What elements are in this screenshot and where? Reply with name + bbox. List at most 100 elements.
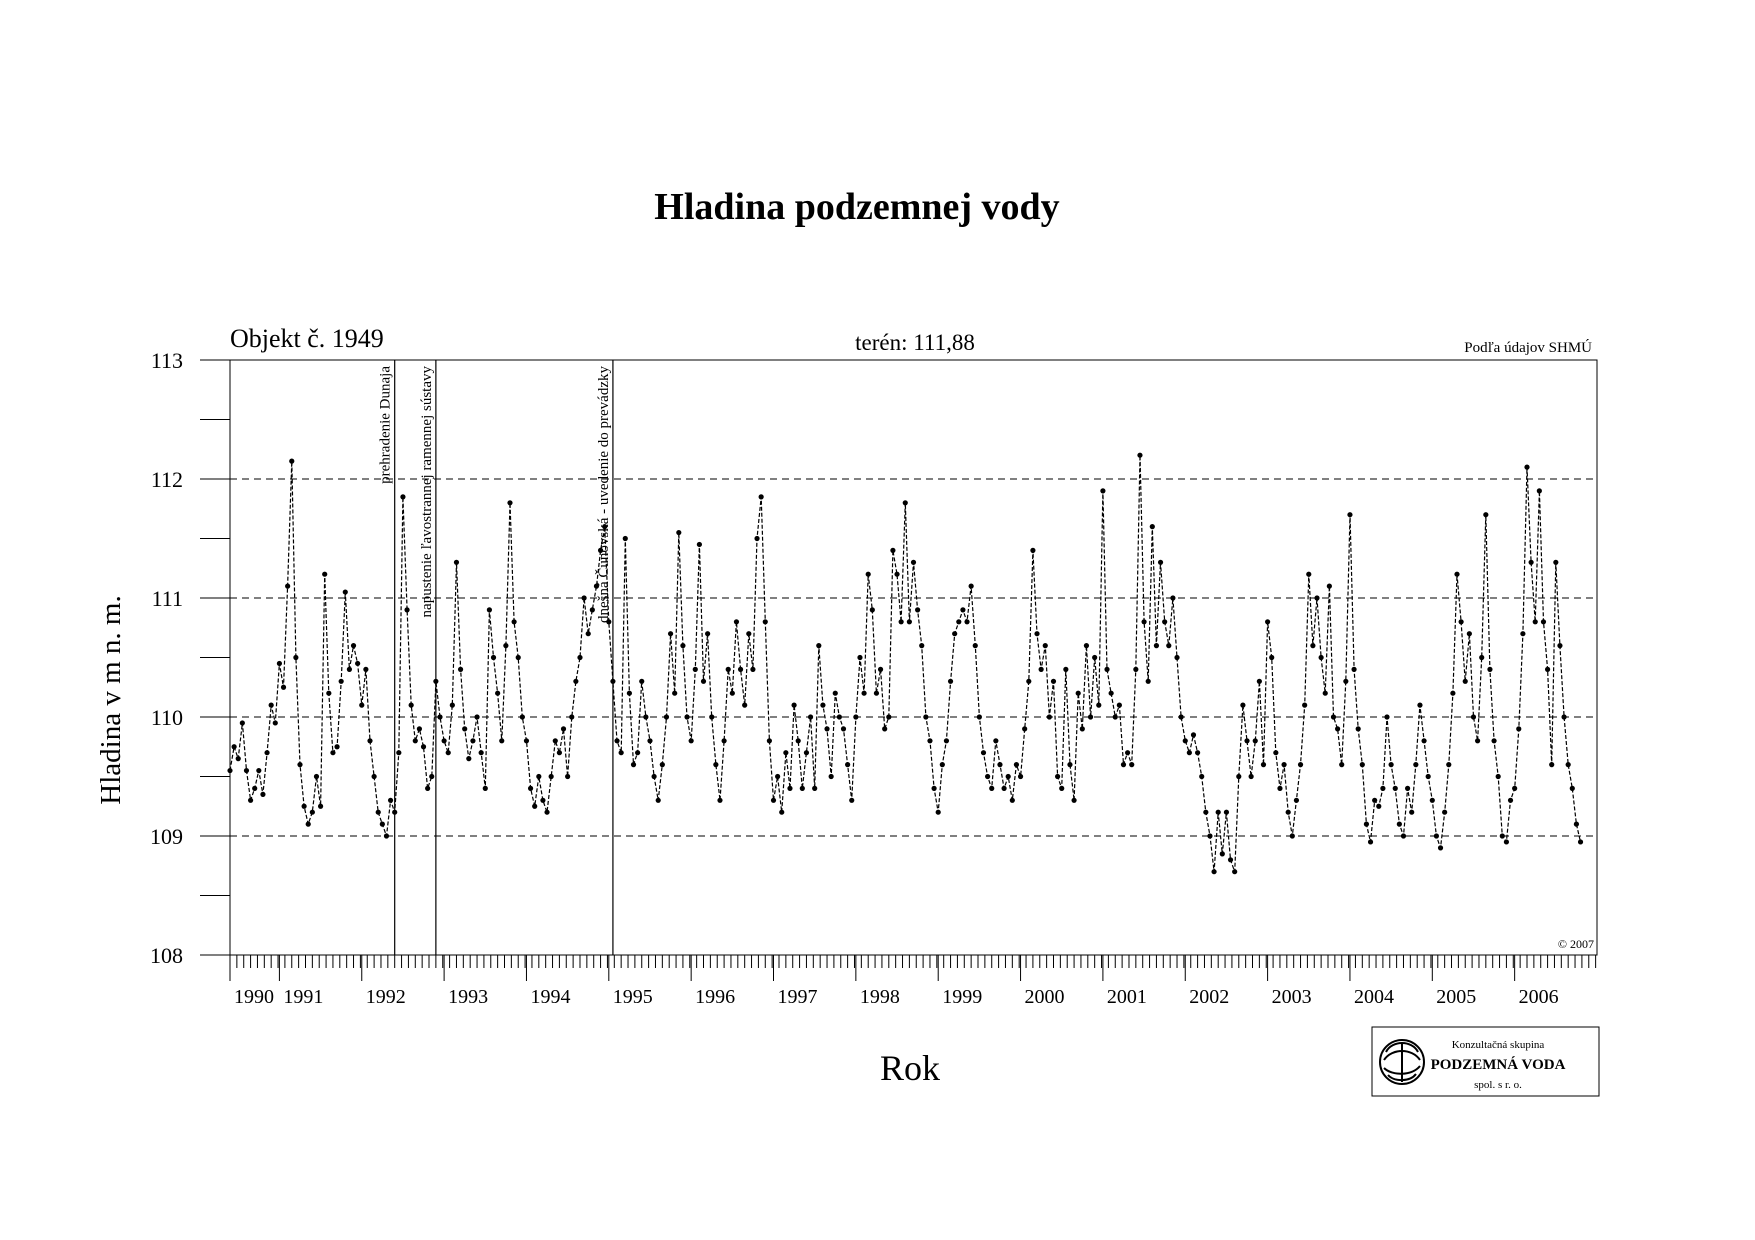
data-point: [1046, 714, 1052, 720]
data-point: [1400, 833, 1407, 839]
data-point: [363, 666, 369, 673]
data-point: [482, 785, 488, 792]
data-point: [754, 535, 760, 542]
logo-line-2: PODZEMNÁ VODA: [1431, 1056, 1566, 1073]
y-tick-label: 112: [151, 467, 183, 492]
data-point: [709, 714, 715, 720]
data-point: [1273, 750, 1279, 756]
data-point: [993, 738, 999, 744]
data-point: [1092, 654, 1098, 661]
data-point: [317, 803, 324, 809]
data-point: [1437, 845, 1444, 851]
data-point: [935, 809, 941, 815]
data-point: [1310, 643, 1316, 649]
data-point: [1083, 643, 1090, 649]
data-point: [1458, 619, 1464, 625]
data-point: [828, 773, 834, 780]
data-point: [877, 666, 884, 673]
data-point: [1244, 738, 1250, 744]
data-point: [1030, 547, 1036, 554]
series-water-level: [227, 452, 1584, 875]
logo-frame: [1371, 1026, 1600, 1097]
data-point: [972, 643, 978, 649]
data-point: [1392, 785, 1398, 792]
data-point: [762, 619, 768, 625]
data-point: [1474, 738, 1481, 744]
data-point: [1137, 452, 1143, 458]
logo-line-1: Konzultačná skupina: [1452, 1039, 1545, 1051]
data-point: [943, 738, 950, 744]
data-point: [577, 654, 583, 661]
x-tick-label: 2003: [1272, 986, 1312, 1008]
data-point: [330, 750, 336, 756]
data-point: [1409, 809, 1415, 815]
data-point: [1479, 654, 1485, 661]
data-point: [1009, 797, 1015, 803]
data-point: [437, 714, 443, 720]
data-point: [1281, 762, 1287, 768]
data-point: [1145, 678, 1151, 684]
data-point: [1252, 738, 1258, 744]
data-point: [272, 720, 278, 726]
data-point: [313, 773, 320, 780]
data-point: [931, 785, 937, 792]
data-point: [1277, 785, 1283, 792]
data-point: [573, 678, 579, 684]
data-point: [470, 738, 476, 744]
logo-line-3: spol. s r. o.: [1474, 1079, 1522, 1091]
data-point: [1141, 619, 1147, 625]
data-point: [667, 631, 674, 637]
data-point: [861, 690, 867, 696]
data-point: [1108, 690, 1114, 696]
data-point: [359, 702, 365, 708]
data-point: [626, 690, 632, 696]
data-point: [910, 559, 917, 565]
data-point: [750, 666, 756, 673]
data-point: [1322, 690, 1328, 696]
x-tick-label: 1994: [530, 986, 570, 1008]
data-point: [383, 833, 390, 839]
data-point: [1232, 869, 1238, 875]
data-point: [1120, 762, 1127, 768]
data-point: [412, 738, 418, 744]
data-point: [1087, 714, 1094, 720]
data-point: [1248, 773, 1254, 780]
data-point: [705, 631, 711, 637]
data-point: [787, 785, 793, 792]
data-point: [231, 744, 237, 750]
data-point: [1487, 666, 1493, 673]
data-point: [890, 547, 896, 554]
data-point: [680, 643, 686, 649]
data-point: [560, 726, 567, 732]
data-point: [396, 750, 402, 756]
data-point: [849, 797, 855, 803]
data-point: [392, 809, 398, 815]
data-point: [1549, 762, 1555, 768]
data-point: [1042, 643, 1048, 649]
data-point: [1001, 785, 1007, 792]
data-point: [375, 809, 381, 815]
data-point: [1199, 773, 1205, 780]
data-point: [1334, 726, 1341, 732]
data-point: [597, 547, 604, 554]
data-point: [1017, 773, 1024, 780]
x-tick-label: 2000: [1025, 986, 1065, 1008]
data-point: [478, 750, 484, 756]
data-point: [1503, 839, 1510, 845]
data-point: [1125, 750, 1131, 756]
data-point: [1227, 857, 1234, 863]
data-point: [997, 762, 1003, 768]
x-tick-label: 1991: [283, 986, 323, 1008]
data-point: [1363, 821, 1370, 827]
data-point: [676, 529, 682, 536]
data-point: [1372, 797, 1378, 803]
x-tick-label: 1992: [366, 986, 406, 1008]
data-point: [1050, 678, 1057, 684]
data-point: [1219, 851, 1225, 857]
data-point: [260, 791, 266, 797]
data-point: [338, 678, 344, 684]
company-logo: Konzultačná skupina PODZEMNÁ VODA spol. …: [1371, 1026, 1600, 1097]
data-point: [519, 714, 525, 720]
data-point: [1536, 488, 1542, 494]
data-point: [672, 690, 678, 696]
